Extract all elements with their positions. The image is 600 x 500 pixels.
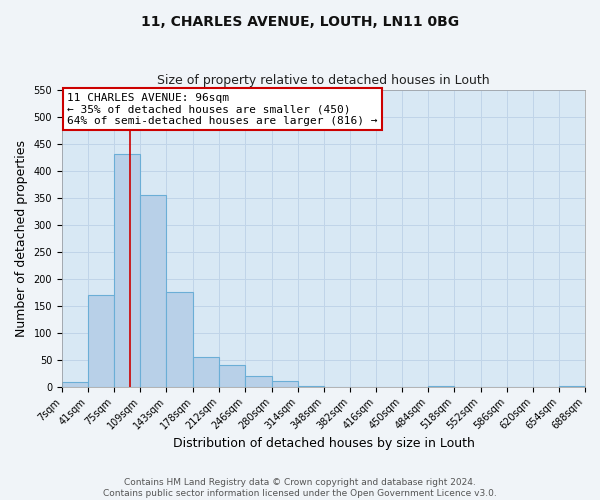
Text: 11 CHARLES AVENUE: 96sqm
← 35% of detached houses are smaller (450)
64% of semi-: 11 CHARLES AVENUE: 96sqm ← 35% of detach…	[67, 92, 377, 126]
Bar	[114, 154, 140, 386]
Bar	[272, 381, 298, 386]
Y-axis label: Number of detached properties: Number of detached properties	[15, 140, 28, 336]
Bar	[245, 376, 272, 386]
X-axis label: Distribution of detached houses by size in Louth: Distribution of detached houses by size …	[173, 437, 475, 450]
Bar	[166, 292, 193, 386]
Text: 11, CHARLES AVENUE, LOUTH, LN11 0BG: 11, CHARLES AVENUE, LOUTH, LN11 0BG	[141, 15, 459, 29]
Bar	[140, 195, 166, 386]
Bar	[88, 295, 114, 386]
Title: Size of property relative to detached houses in Louth: Size of property relative to detached ho…	[157, 74, 490, 87]
Text: Contains HM Land Registry data © Crown copyright and database right 2024.
Contai: Contains HM Land Registry data © Crown c…	[103, 478, 497, 498]
Bar	[62, 382, 88, 386]
Bar	[193, 357, 220, 386]
Bar	[220, 365, 245, 386]
